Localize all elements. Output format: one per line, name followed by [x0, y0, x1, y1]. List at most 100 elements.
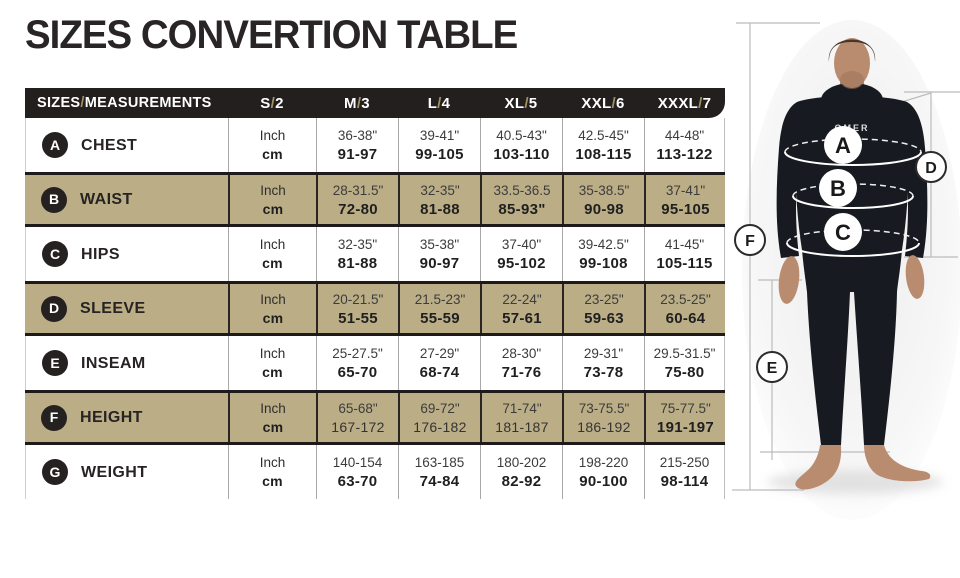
slash-accent: / [80, 95, 85, 111]
measure-badge-a-letter: A [835, 133, 851, 158]
value-cell: 21.5-23" 55-59 [398, 284, 480, 333]
inch-value: 37-40" [501, 237, 542, 252]
value-cell: 163-185 74-84 [398, 445, 480, 499]
value-cell: 69-72" 176-182 [398, 393, 480, 442]
value-cell: 37-41" 95-105 [644, 175, 725, 224]
inch-value: 28-31.5" [332, 182, 384, 198]
table-row-weight: G WEIGHT Inch cm 140-154 63-70 163-185 74-8… [25, 445, 725, 499]
value-cell: 28-30" 71-76 [480, 336, 562, 390]
value-cell: 71-74" 181-187 [480, 393, 562, 442]
value-cell: 198-220 90-100 [562, 445, 644, 499]
inch-value: 163-185 [414, 455, 465, 470]
beard [840, 71, 864, 89]
cm-value: 90-98 [584, 200, 624, 218]
unit-cell: Inch cm [228, 445, 316, 499]
wetsuit-figure: OMER A B C D [730, 0, 960, 578]
unit-cell: Inch cm [228, 175, 316, 224]
row-header-weight: G WEIGHT [26, 445, 228, 499]
table-row-sleeve: D SLEEVE Inch cm 20-21.5" 51-55 21.5-23" 55… [25, 281, 725, 336]
inch-value: 73-75.5" [578, 400, 630, 416]
inch-value: 32-35" [420, 182, 460, 198]
cm-value: 72-80 [338, 200, 378, 218]
row-label-hips: HIPS [81, 245, 120, 263]
cm-value: 181-187 [495, 418, 549, 435]
cm-value: 75-80 [664, 364, 705, 381]
value-cell: 36-38" 91-97 [316, 118, 398, 172]
table-row-chest: A CHEST Inch cm 36-38" 91-97 39-41" 99-105 … [25, 118, 725, 172]
table-row-waist: B WAIST Inch cm 28-31.5" 72-80 32-35" 81-88… [25, 172, 725, 227]
table-row-height: F HEIGHT Inch cm 65-68" 167-172 69-72" 176-… [25, 390, 725, 445]
value-cell: 33.5-36.5 85-93" [480, 175, 562, 224]
cm-value: 55-59 [420, 309, 460, 327]
left-foot [795, 445, 842, 490]
value-cell: 22-24" 57-61 [480, 284, 562, 333]
sizes-table: SIZES/MEASUREMENTS S/2 M/3 L/4 XL/5 XXL/… [25, 88, 725, 499]
cm-value: 85-93" [498, 200, 546, 218]
inch-value: 69-72" [420, 400, 460, 416]
inch-unit-label: Inch [259, 128, 286, 143]
inch-value: 35-38" [419, 237, 460, 252]
value-cell: 32-35" 81-88 [316, 227, 398, 281]
value-cell: 29-31" 73-78 [562, 336, 644, 390]
unit-cell: Inch cm [228, 336, 316, 390]
outer-measure-badges: D E F [734, 151, 947, 383]
inch-value: 23.5-25" [660, 291, 711, 307]
cm-unit-label: cm [262, 146, 283, 162]
row-header-inseam: E INSEAM [26, 336, 228, 390]
row-header-sleeve: D SLEEVE [25, 284, 228, 333]
cm-value: 59-63 [584, 309, 624, 327]
measure-badge-f-letter: F [745, 233, 755, 250]
row-label-chest: CHEST [81, 136, 138, 154]
inch-value: 42.5-45" [578, 128, 629, 143]
value-cell: 28-31.5" 72-80 [316, 175, 398, 224]
inch-value: 20-21.5" [332, 291, 384, 307]
value-cell: 35-38.5" 90-98 [562, 175, 644, 224]
letter-badge-d: D [41, 295, 67, 322]
unit-cell: Inch cm [228, 393, 316, 442]
value-cell: 39-41" 99-105 [398, 118, 480, 172]
inch-value: 23-25" [584, 291, 624, 307]
letter-badge-b: B [41, 186, 67, 213]
value-cell: 27-29" 68-74 [398, 336, 480, 390]
cm-value: 98-114 [660, 473, 709, 490]
inch-value: 39-41" [419, 128, 460, 143]
header-size-l4: L/4 [427, 94, 451, 112]
unit-cell: Inch cm [228, 227, 316, 281]
cm-value: 108-115 [575, 146, 632, 163]
row-label-inseam: INSEAM [81, 354, 146, 372]
cm-value: 95-105 [661, 200, 710, 218]
value-cell: 39-42.5" 99-108 [562, 227, 644, 281]
page-title: SIZES CONVERTION TABLE [25, 13, 518, 57]
cm-value: 68-74 [419, 364, 460, 381]
cm-value: 103-110 [493, 146, 550, 163]
right-hand [905, 255, 925, 299]
header-sizes-measurements: SIZES/MEASUREMENTS [37, 95, 212, 111]
wetsuit-figure-graphic: OMER A B C D [732, 20, 960, 520]
cm-value: 90-97 [419, 255, 460, 272]
inch-value: 140-154 [332, 455, 383, 470]
value-cell: 32-35" 81-88 [398, 175, 480, 224]
cm-value: 51-55 [338, 309, 378, 327]
inch-value: 44-48" [664, 128, 705, 143]
cm-value: 81-88 [337, 255, 378, 272]
cm-value: 113-122 [656, 146, 713, 163]
value-cell: 37-40" 95-102 [480, 227, 562, 281]
value-cell: 35-38" 90-97 [398, 227, 480, 281]
cm-value: 91-97 [337, 146, 378, 163]
header-size-xxl6: XXL/6 [581, 94, 625, 112]
cm-value: 65-70 [337, 364, 378, 381]
cm-value: 99-108 [579, 255, 628, 272]
cm-value: 63-70 [337, 473, 378, 490]
value-cell: 140-154 63-70 [316, 445, 398, 499]
inch-value: 33.5-36.5 [493, 182, 551, 198]
measure-badge-e [756, 351, 788, 383]
cm-value: 81-88 [420, 200, 460, 218]
measure-badge-d-letter: D [925, 160, 937, 177]
value-cell: 65-68" 167-172 [316, 393, 398, 442]
inch-value: 40.5-43" [496, 128, 547, 143]
inch-value: 21.5-23" [414, 291, 466, 307]
value-cell: 180-202 82-92 [480, 445, 562, 499]
cm-value: 82-92 [501, 473, 542, 490]
value-cell: 41-45" 105-115 [644, 227, 724, 281]
